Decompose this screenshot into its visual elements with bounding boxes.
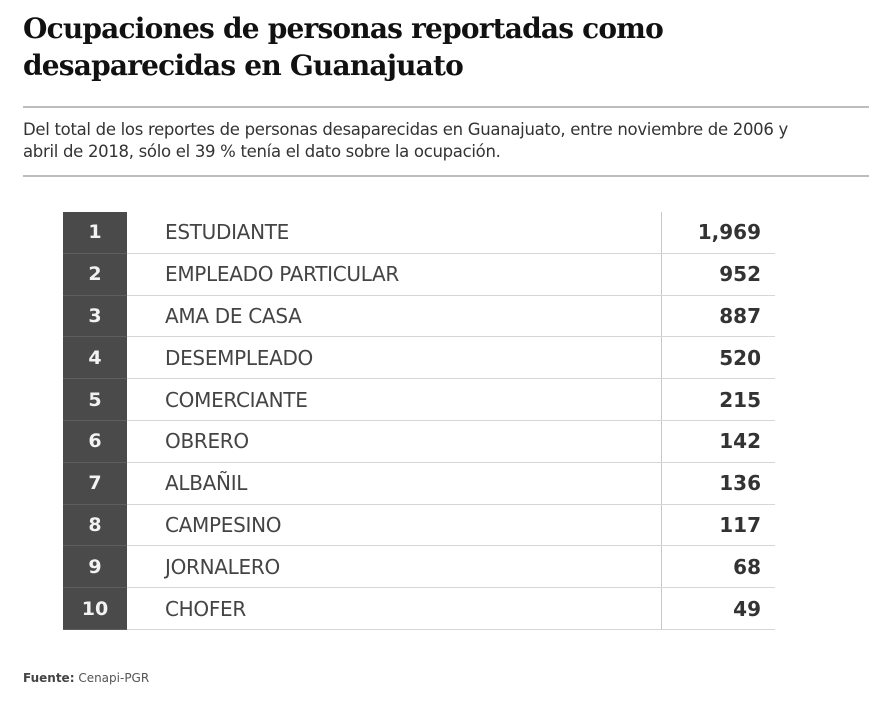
count-cell: 215 (661, 379, 775, 420)
count-cell: 520 (661, 337, 775, 379)
rank-cell: 10 (63, 588, 127, 630)
occupation-cell: ALBAÑIL (165, 471, 248, 496)
occupation-cell: CAMPESINO (165, 512, 282, 537)
table-row: 3 AMA DE CASA 887 (63, 295, 775, 338)
occupation-cell: CHOFER (165, 596, 246, 621)
count-cell: 136 (661, 462, 775, 504)
page-subtitle: Del total de los reportes de personas de… (23, 120, 788, 161)
rank-cell: 3 (63, 295, 127, 338)
table-row: 4 DESEMPLEADO 520 (63, 337, 775, 380)
occupation-cell: AMA DE CASA (165, 303, 302, 328)
occupations-table: 1 ESTUDIANTE 1,969 2 EMPLEADO PARTICULAR… (63, 212, 775, 630)
rank-cell: 7 (63, 462, 127, 505)
rank-cell: 8 (63, 504, 127, 547)
count-cell: 142 (661, 420, 775, 462)
table-row: 8 CAMPESINO 117 (63, 504, 775, 547)
count-cell: 952 (661, 253, 775, 295)
occupation-cell: EMPLEADO PARTICULAR (165, 262, 400, 287)
occupation-cell: JORNALERO (165, 554, 280, 579)
count-cell: 887 (661, 295, 775, 337)
occupation-cell: ESTUDIANTE (165, 220, 289, 245)
count-cell: 1,969 (661, 212, 775, 253)
count-cell: 68 (661, 546, 775, 588)
table-row: 5 COMERCIANTE 215 (63, 379, 775, 421)
table-row: 10 CHOFER 49 (63, 588, 775, 630)
occupation-cell: DESEMPLEADO (165, 345, 313, 370)
rank-cell: 9 (63, 546, 127, 589)
rank-cell: 2 (63, 253, 127, 296)
rank-cell: 6 (63, 420, 127, 463)
table-row: 6 OBRERO 142 (63, 420, 775, 463)
rank-cell: 4 (63, 337, 127, 380)
divider-bottom (23, 175, 869, 177)
source-note: Fuente: Cenapi-PGR (23, 671, 149, 685)
source-value: Cenapi-PGR (74, 671, 150, 685)
divider-top (23, 106, 869, 108)
source-label: Fuente: (23, 671, 75, 685)
table-row: 7 ALBAÑIL 136 (63, 462, 775, 505)
rank-cell: 1 (63, 212, 127, 254)
count-cell: 49 (661, 588, 775, 629)
table-row: 1 ESTUDIANTE 1,969 (63, 212, 775, 254)
occupation-cell: OBRERO (165, 429, 249, 454)
table-row: 9 JORNALERO 68 (63, 546, 775, 589)
page-title: Ocupaciones de personas reportadas como … (23, 12, 664, 82)
rank-cell: 5 (63, 379, 127, 421)
occupation-cell: COMERCIANTE (165, 387, 308, 412)
table-row: 2 EMPLEADO PARTICULAR 952 (63, 253, 775, 296)
count-cell: 117 (661, 504, 775, 546)
